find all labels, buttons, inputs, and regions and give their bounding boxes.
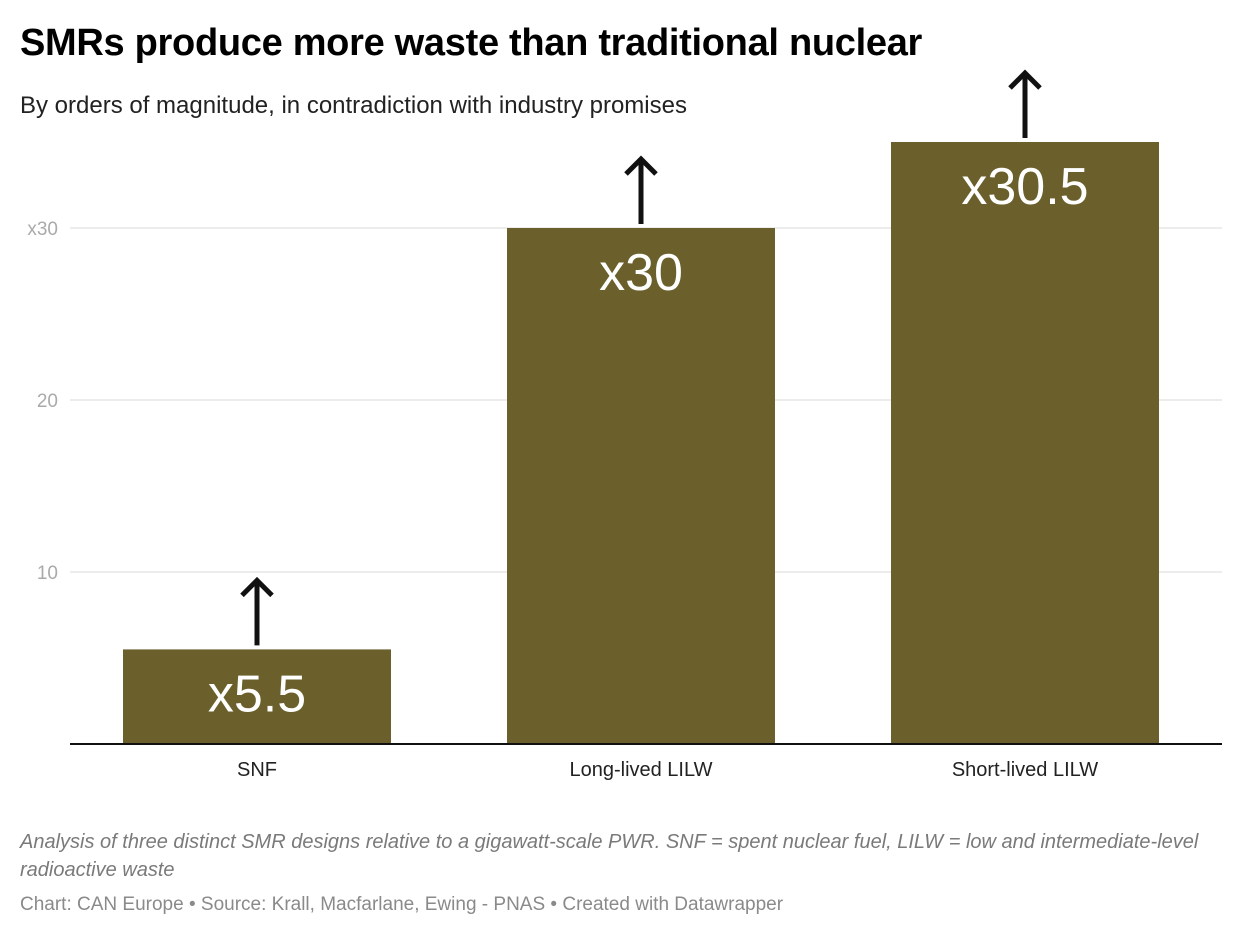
bars: x5.5 SNF x30 Long-lived LILW x30.5 Short-live… (123, 69, 1159, 781)
up-arrow-head-icon (1008, 69, 1042, 90)
bar (123, 649, 391, 744)
chart-notes: Analysis of three distinct SMR designs r… (20, 831, 1199, 881)
chart-title: SMRs produce more waste than traditional… (20, 22, 923, 64)
y-tick-label: 10 (37, 563, 58, 584)
y-tick-label: x30 (27, 219, 58, 240)
up-arrow-head-icon (240, 576, 274, 598)
up-arrow-head-icon (624, 155, 658, 176)
chart-subtitle: By orders of magnitude, in contradiction… (20, 92, 687, 119)
x-category-label: Short-lived LILW (952, 759, 1098, 781)
bar-value-label: x30 (599, 244, 683, 302)
chart-byline: Chart: CAN Europe • Source: Krall, Macfa… (20, 894, 784, 915)
bar-chart: 10 20 x30 x5.5 SNF x30 Long-lived LILW x30.5 Sh… (27, 69, 1222, 781)
x-category-label: Long-lived LILW (569, 759, 712, 781)
bar (507, 228, 775, 744)
bar-value-label: x5.5 (208, 665, 306, 723)
bar (891, 142, 1159, 744)
bar-value-label: x30.5 (961, 158, 1088, 216)
x-category-label: SNF (237, 759, 277, 781)
y-tick-label: 20 (37, 391, 58, 412)
